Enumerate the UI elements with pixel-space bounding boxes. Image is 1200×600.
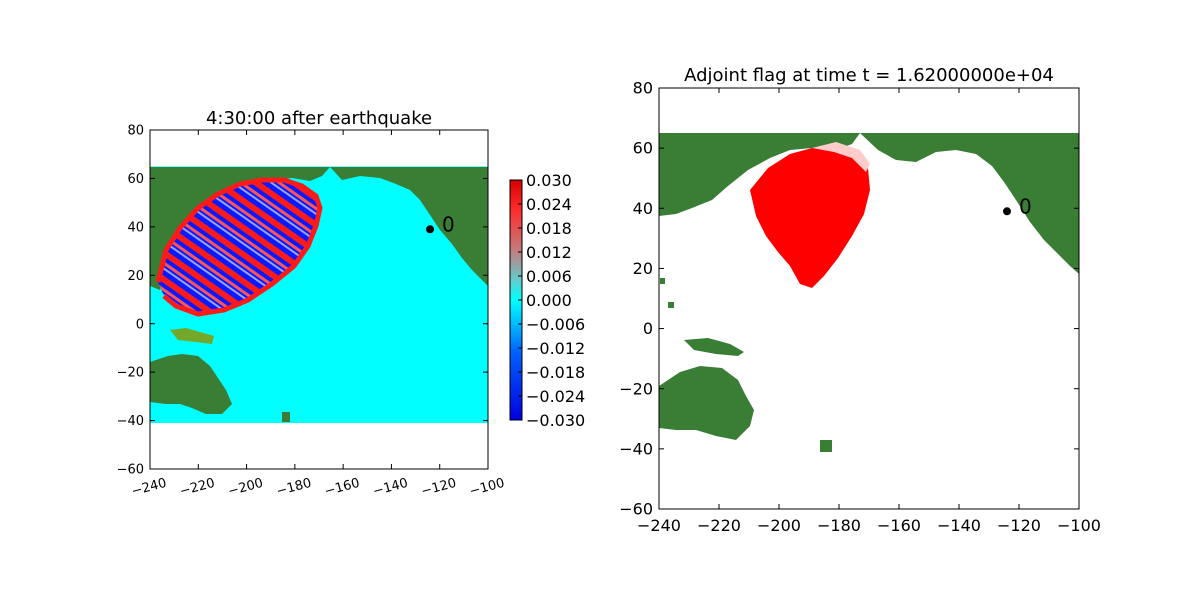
y-tick-label: −20 <box>619 379 653 398</box>
right-land <box>659 133 1079 452</box>
y-tick-label: 20 <box>127 269 144 284</box>
left-station-marker <box>426 225 435 234</box>
right-station-label: 0 <box>1019 194 1032 218</box>
right-land-australia <box>659 366 754 440</box>
colorbar-tick-label: −0.030 <box>526 411 585 430</box>
x-tick-label: −140 <box>371 476 409 500</box>
colorbar-tick-label: −0.012 <box>526 339 585 358</box>
right-station-marker <box>1003 207 1011 216</box>
x-tick-label: −120 <box>997 516 1041 535</box>
left-land-island <box>282 412 290 422</box>
right-land-island <box>820 440 832 452</box>
left-land-asia <box>150 167 330 290</box>
y-tick-label: 0 <box>643 319 653 338</box>
colorbar-tick-label: 0.018 <box>526 219 572 238</box>
x-tick-label: −200 <box>757 516 801 535</box>
left-land-america <box>330 167 488 286</box>
left-chart: 4:30:00 after earthquake −240 −220 −200 −18… <box>117 108 507 499</box>
left-chart-title: 4:30:00 after earthquake <box>206 108 432 129</box>
left-white-top <box>150 130 488 167</box>
x-tick-label: −220 <box>178 476 216 500</box>
right-chart: Adjoint flag at time t = 1.62000000e+04 … <box>619 65 1101 535</box>
right-station: 0 <box>1003 194 1032 218</box>
x-tick-label: −160 <box>323 476 361 500</box>
x-tick-label: −160 <box>877 516 921 535</box>
x-tick-label: −120 <box>420 476 458 500</box>
x-tick-label: −140 <box>937 516 981 535</box>
x-tick-label: −220 <box>697 516 741 535</box>
colorbar-ticks: 0.030 0.024 0.018 0.012 0.006 0.000 −0.006 −0.0… <box>518 171 585 430</box>
y-tick-label: −40 <box>117 414 144 429</box>
left-white-band <box>150 422 488 469</box>
colorbar-tick-label: −0.024 <box>526 387 585 406</box>
colorbar-tick-label: 0.030 <box>526 171 572 190</box>
x-tick-label: −180 <box>817 516 861 535</box>
x-tick-label: −200 <box>226 476 264 500</box>
y-tick-label: −40 <box>619 439 653 458</box>
colorbar-tick-label: −0.006 <box>526 315 585 334</box>
y-tick-label: 0 <box>136 317 144 332</box>
y-tick-label: 40 <box>127 220 144 235</box>
y-tick-label: −20 <box>117 366 144 381</box>
right-chart-title: Adjoint flag at time t = 1.62000000e+04 <box>684 65 1054 86</box>
right-flag-fringe <box>812 142 870 172</box>
colorbar-tick-label: 0.024 <box>526 195 572 214</box>
x-tick-label: −100 <box>1057 516 1101 535</box>
y-tick-label: 80 <box>633 79 653 98</box>
left-land <box>150 167 488 422</box>
y-tick-label: −60 <box>619 500 653 519</box>
left-plot-area <box>150 130 488 469</box>
right-adjoint-flag <box>750 148 870 288</box>
x-tick-label: −240 <box>130 476 168 500</box>
right-land-asia <box>659 133 860 216</box>
y-tick-label: 40 <box>633 199 653 218</box>
right-axes-frame <box>658 87 1080 510</box>
colorbar-tick-label: −0.018 <box>526 363 585 382</box>
x-tick-label: −100 <box>468 476 506 500</box>
right-land-america <box>860 133 1079 274</box>
left-axes-frame <box>149 129 489 470</box>
left-wave-field <box>158 180 320 314</box>
colorbar-tick-label: 0.000 <box>526 291 572 310</box>
left-station-label: 0 <box>442 212 455 236</box>
y-tick-label: 20 <box>633 259 653 278</box>
right-x-axis: −240 −220 −200 −180 −160 −140 −120 −100 <box>637 88 1101 535</box>
y-tick-label: 60 <box>633 139 653 158</box>
x-tick-label: −240 <box>637 516 681 535</box>
x-tick-label: −180 <box>275 476 313 500</box>
right-land-speck-1 <box>668 302 674 308</box>
colorbar-tick-label: 0.006 <box>526 267 572 286</box>
colorbar-tick-label: 0.012 <box>526 243 572 262</box>
left-land-australia <box>150 354 232 414</box>
left-wave-front <box>155 177 323 317</box>
colorbar: 0.030 0.024 0.018 0.012 0.006 0.000 −0.006 −0.0… <box>509 171 585 430</box>
left-station: 0 <box>426 212 455 236</box>
right-land-indonesia <box>684 338 744 356</box>
right-plot-area <box>659 88 1079 509</box>
y-tick-label: −60 <box>117 463 144 478</box>
y-tick-label: 60 <box>127 172 144 187</box>
right-land-speck-2 <box>660 278 665 284</box>
left-land-indonesia <box>170 328 214 344</box>
right-y-axis: −60 −40 −20 0 20 40 60 80 <box>619 79 1079 519</box>
y-tick-label: 80 <box>127 124 144 139</box>
left-y-axis: −60 −40 −20 0 20 40 60 80 <box>117 124 488 478</box>
